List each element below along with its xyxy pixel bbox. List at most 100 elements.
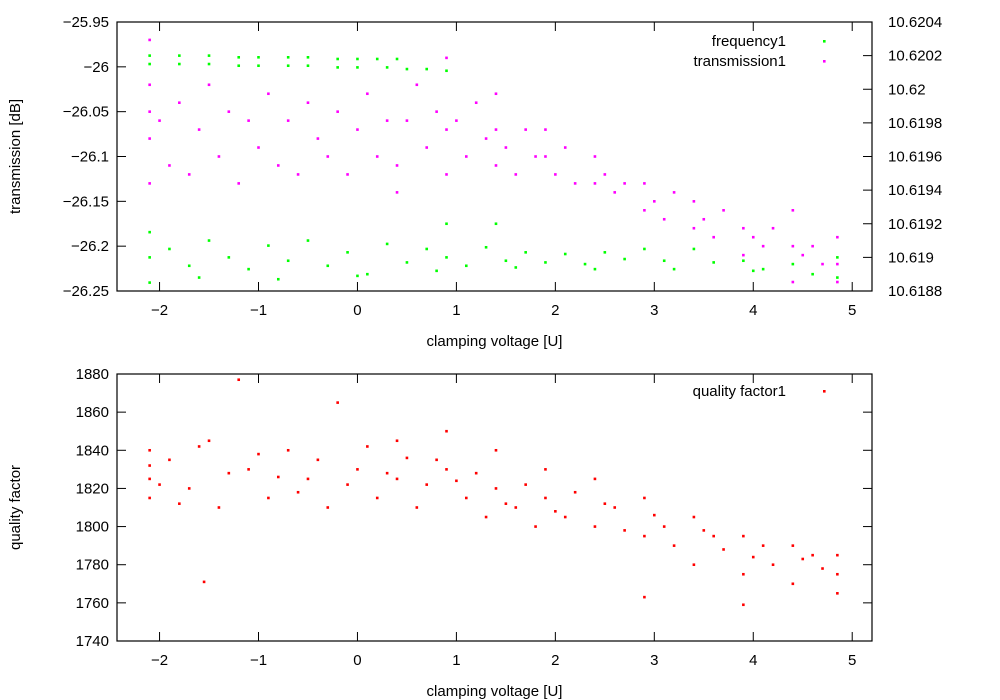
data-point	[148, 110, 151, 113]
data-point	[563, 146, 567, 149]
data-point	[603, 502, 607, 505]
data-point	[375, 155, 379, 158]
data-point	[811, 272, 814, 276]
data-point	[603, 173, 607, 176]
data-point	[257, 452, 260, 456]
data-point	[435, 458, 438, 462]
data-point	[791, 544, 795, 547]
data-point	[573, 490, 577, 494]
data-point	[207, 239, 211, 242]
data-point	[821, 262, 824, 266]
data-point	[836, 262, 839, 266]
data-point	[801, 557, 805, 561]
data-point	[356, 274, 359, 278]
x-tick-label: 2	[551, 652, 559, 669]
data-point	[257, 56, 260, 59]
y-tick-label: −26.2	[71, 238, 109, 255]
data-point	[306, 477, 310, 481]
data-point	[494, 92, 498, 96]
data-point	[534, 155, 537, 158]
data-point	[742, 572, 745, 576]
data-point	[712, 261, 715, 264]
data-point	[504, 502, 508, 505]
data-point	[554, 173, 557, 176]
data-point	[514, 506, 518, 509]
data-point	[464, 264, 468, 268]
data-point	[385, 471, 389, 475]
data-point	[514, 266, 518, 269]
data-point	[692, 247, 696, 251]
data-point	[653, 200, 656, 203]
data-point	[217, 155, 221, 158]
data-point	[326, 506, 330, 509]
data-point	[494, 164, 498, 167]
data-point	[385, 119, 389, 122]
data-point	[197, 128, 201, 131]
data-point	[445, 173, 448, 176]
data-point	[643, 182, 646, 185]
data-point	[168, 247, 171, 251]
data-point	[623, 257, 626, 261]
data-point	[356, 57, 359, 61]
data-point	[148, 230, 151, 234]
plot-panel-1: −2 −1 0 1 2 3 4 5 −26.25 −26.2 −26.15 −26.1 −26.05 −2…	[7, 14, 1000, 350]
y2-tick-label: 10.6192	[888, 216, 942, 233]
data-point	[306, 56, 310, 59]
data-point	[148, 256, 151, 259]
data-point	[524, 128, 527, 131]
x-tick-label: −2	[151, 652, 168, 669]
y-tick-label: 1840	[76, 442, 109, 459]
data-point	[524, 251, 527, 254]
data-point	[672, 544, 676, 547]
data-point	[836, 235, 839, 239]
y2-tick-label: 10.6188	[888, 283, 942, 300]
data-point	[742, 534, 745, 538]
data-point	[662, 525, 666, 528]
data-point	[148, 281, 151, 284]
data-point	[643, 534, 646, 538]
data-point	[791, 209, 795, 212]
x-tick-label: 5	[848, 652, 856, 669]
data-point	[267, 496, 270, 500]
data-point	[405, 261, 409, 264]
data-point	[247, 119, 250, 122]
x-tick-label: 4	[749, 652, 757, 669]
data-point	[178, 101, 181, 104]
x-tick-label: 5	[848, 302, 856, 319]
y-tick-label: 1760	[76, 595, 109, 612]
data-point	[742, 226, 745, 230]
legend-marker	[823, 60, 826, 63]
data-point	[415, 83, 419, 87]
data-point	[702, 529, 706, 532]
legend-marker	[823, 390, 826, 393]
data-point	[504, 146, 508, 149]
data-point	[366, 272, 369, 276]
x-tick-label: 2	[551, 302, 559, 319]
series-quality-factor1	[148, 378, 839, 607]
data-point	[544, 496, 547, 500]
data-point	[425, 483, 429, 486]
data-point	[722, 209, 725, 212]
data-point	[524, 483, 527, 486]
data-point	[286, 448, 290, 452]
y2-tick-label: 10.6196	[888, 149, 942, 166]
data-point	[346, 251, 349, 254]
data-point	[257, 146, 260, 149]
data-point	[395, 164, 399, 167]
data-point	[643, 595, 646, 599]
data-point	[346, 483, 349, 486]
data-point	[613, 191, 617, 194]
data-point	[662, 217, 666, 221]
data-point	[336, 66, 339, 69]
data-point	[286, 56, 290, 59]
data-point	[148, 62, 151, 66]
data-point	[643, 247, 646, 251]
legend-label: transmission1	[693, 53, 786, 70]
data-point	[207, 83, 211, 87]
data-point	[148, 448, 151, 452]
data-point	[326, 264, 330, 268]
data-point	[395, 439, 399, 443]
x-tick-label: 1	[452, 302, 460, 319]
y-axis-label: quality factor	[7, 465, 24, 550]
